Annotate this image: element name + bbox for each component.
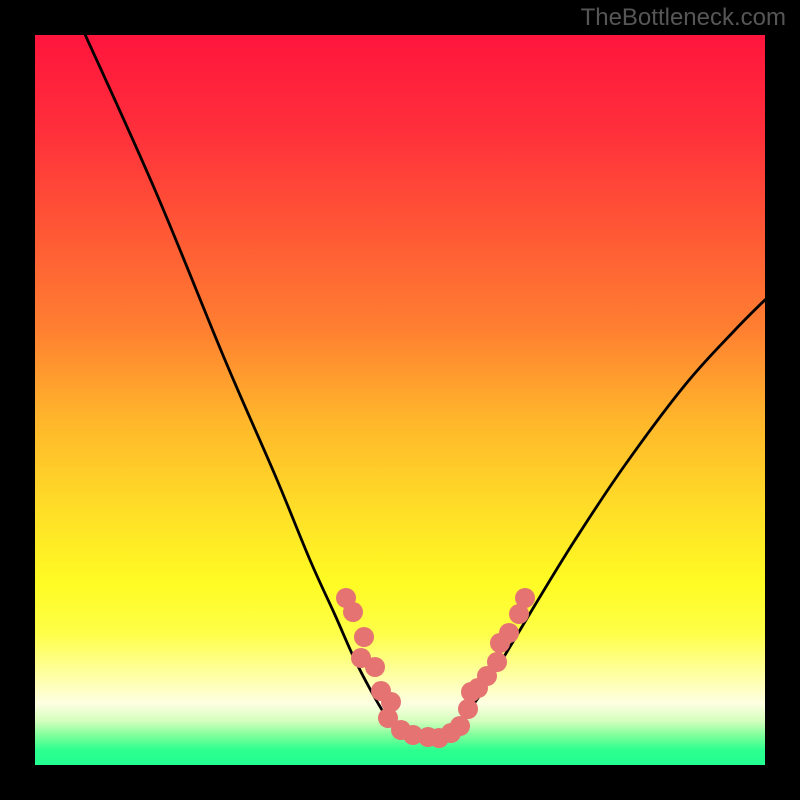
data-marker (515, 588, 535, 608)
marker-group (336, 588, 535, 748)
chart-stage: TheBottleneck.com (0, 0, 800, 800)
data-marker (458, 699, 478, 719)
data-marker (499, 623, 519, 643)
bottleneck-curve (83, 30, 770, 737)
curve-overlay (0, 0, 800, 800)
data-marker (365, 657, 385, 677)
watermark-text: TheBottleneck.com (581, 4, 786, 32)
data-marker (343, 602, 363, 622)
data-marker (354, 627, 374, 647)
data-marker (487, 652, 507, 672)
data-marker (450, 716, 470, 736)
